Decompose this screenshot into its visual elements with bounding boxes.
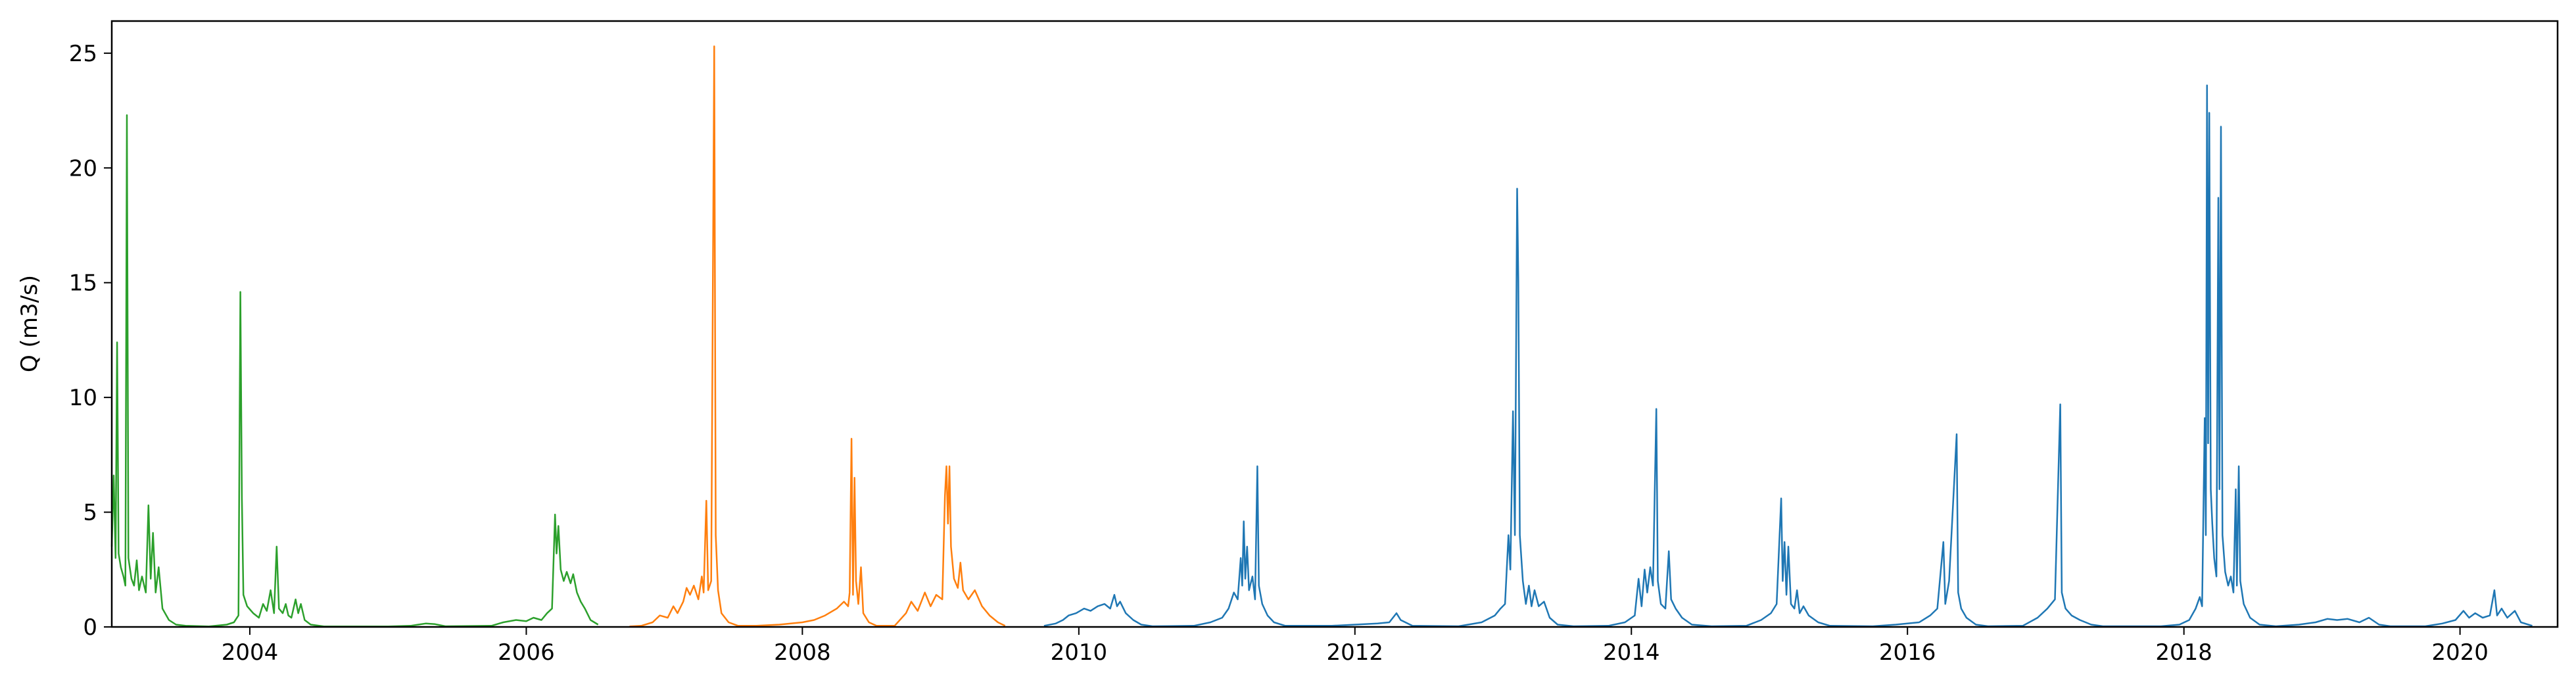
- y-tick-label: 0: [83, 614, 97, 641]
- series-line-2: [629, 45, 1006, 628]
- x-tick-label: 2014: [1603, 639, 1660, 666]
- x-tick-label: 2008: [774, 639, 831, 666]
- x-tick-label: 2016: [1879, 639, 1936, 666]
- x-tick-label: 2020: [2431, 639, 2489, 666]
- y-tick-label: 20: [69, 155, 97, 182]
- series-line-3: [1043, 84, 2533, 628]
- y-axis: 0 5 10 15 20 25: [69, 41, 112, 641]
- x-tick-label: 2018: [2155, 639, 2212, 666]
- x-axis: 2004 2006 2008 2010 2012 2014 2016 2018 2020: [222, 627, 2489, 666]
- series-line-1: [110, 114, 599, 628]
- y-axis-label: Q (m3/s): [16, 275, 43, 372]
- plot-frame: [110, 20, 2559, 628]
- y-tick-label: 25: [69, 41, 97, 67]
- y-tick-label: 15: [69, 270, 97, 297]
- x-tick-label: 2010: [1051, 639, 1108, 666]
- y-tick-label: 5: [83, 500, 97, 526]
- x-tick-label: 2006: [498, 639, 555, 666]
- x-tick-label: 2004: [222, 639, 279, 666]
- x-tick-label: 2012: [1327, 639, 1384, 666]
- y-tick-label: 10: [69, 385, 97, 411]
- series-layer: [110, 45, 2533, 628]
